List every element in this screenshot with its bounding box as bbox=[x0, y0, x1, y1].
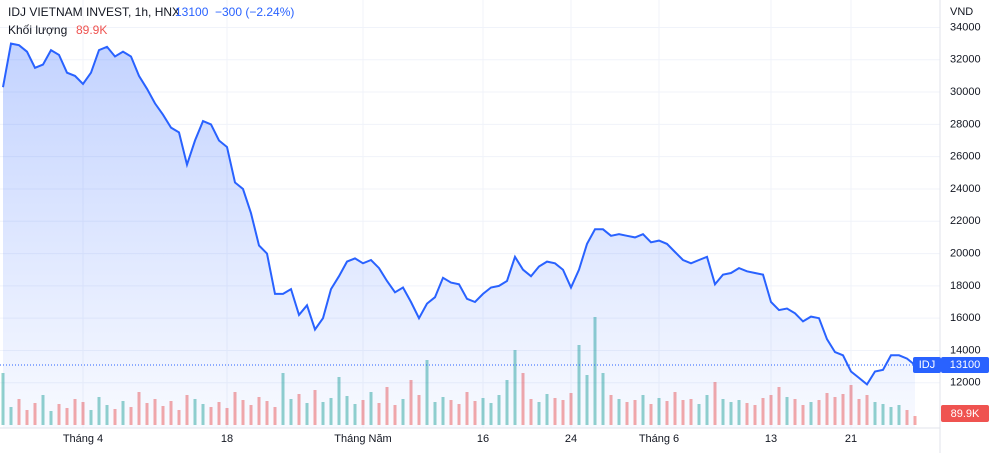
symbol-label: IDJ bbox=[919, 359, 936, 371]
y-tick-label: 18000 bbox=[950, 280, 981, 292]
symbol-badge bbox=[913, 357, 941, 374]
y-tick-label: 26000 bbox=[950, 151, 981, 163]
x-tick-label: 21 bbox=[845, 433, 857, 445]
chart-title: IDJ VIETNAM INVEST, 1h, HNX bbox=[8, 5, 180, 19]
x-tick-label: Tháng 4 bbox=[63, 433, 103, 445]
y-tick-label: 12000 bbox=[950, 377, 981, 389]
x-tick-label: 24 bbox=[565, 433, 577, 445]
price-change: −300 (−2.24%) bbox=[215, 5, 294, 19]
y-tick-label: 16000 bbox=[950, 312, 981, 324]
x-tick-label: Tháng 6 bbox=[639, 433, 679, 445]
y-tick-label: 32000 bbox=[950, 54, 981, 66]
y-tick-label: 34000 bbox=[950, 21, 981, 33]
y-tick-label: 22000 bbox=[950, 215, 981, 227]
price-area bbox=[3, 43, 915, 428]
price-line bbox=[2, 42, 916, 386]
y-tick-label: 20000 bbox=[950, 247, 981, 259]
x-tick-label: 18 bbox=[221, 433, 233, 445]
x-tick-label: 13 bbox=[765, 433, 777, 445]
price-badge bbox=[941, 357, 989, 374]
volume-label: 89.9K bbox=[951, 408, 980, 420]
last-price: 13100 bbox=[175, 5, 209, 19]
plot bbox=[0, 0, 940, 428]
price-label: 13100 bbox=[950, 359, 981, 371]
currency: VND bbox=[950, 6, 973, 18]
x-tick-label: Tháng Năm bbox=[334, 433, 391, 445]
y-tick-label: 24000 bbox=[950, 183, 981, 195]
y-tick-label: 28000 bbox=[950, 118, 981, 130]
volume-title: Khối lượng bbox=[8, 23, 67, 37]
y-tick-label: 30000 bbox=[950, 86, 981, 98]
volume-badge bbox=[941, 405, 989, 422]
x-tick-label: 16 bbox=[477, 433, 489, 445]
y-tick-label: 14000 bbox=[950, 344, 981, 356]
volume-readout: 89.9K bbox=[76, 23, 107, 37]
